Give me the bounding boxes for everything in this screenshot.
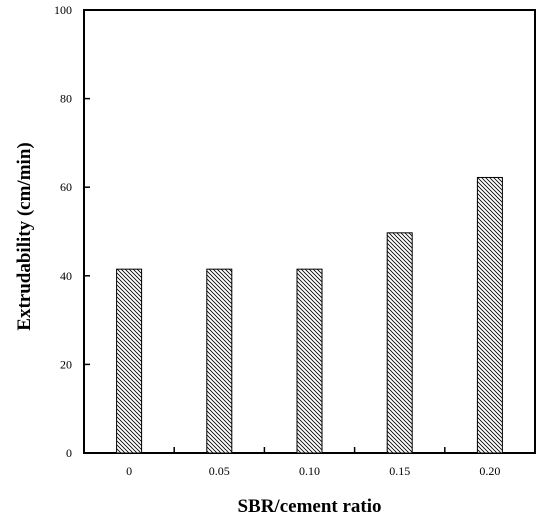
y-tick-label: 80	[60, 92, 72, 106]
y-axis: 0 20 40 60 80 100	[54, 3, 90, 460]
x-tick-label: 0.05	[209, 464, 230, 478]
x-tick-label: 0.10	[299, 464, 320, 478]
bars	[116, 176, 503, 454]
bar	[116, 268, 143, 454]
x-axis: 0 0.05 0.10 0.15 0.20	[126, 447, 500, 478]
y-tick-label: 40	[60, 269, 72, 283]
x-tick-label: 0	[126, 464, 132, 478]
y-tick-label: 20	[60, 357, 72, 371]
bar	[296, 268, 323, 454]
y-tick-label: 60	[60, 180, 72, 194]
plot-area: 0 20 40 60 80 100 0 0.05 0.10 0.15 0.20	[54, 3, 536, 478]
x-axis-title: SBR/cement ratio	[237, 496, 381, 517]
x-tick-label: 0.20	[479, 464, 500, 478]
bar	[386, 232, 413, 454]
x-tick-label: 0.15	[389, 464, 410, 478]
y-axis-title: Extrudability (cm/min)	[14, 142, 35, 330]
bar	[206, 268, 233, 454]
y-tick-label: 0	[66, 446, 72, 460]
y-tick-label: 100	[54, 3, 72, 17]
bar	[476, 176, 503, 454]
